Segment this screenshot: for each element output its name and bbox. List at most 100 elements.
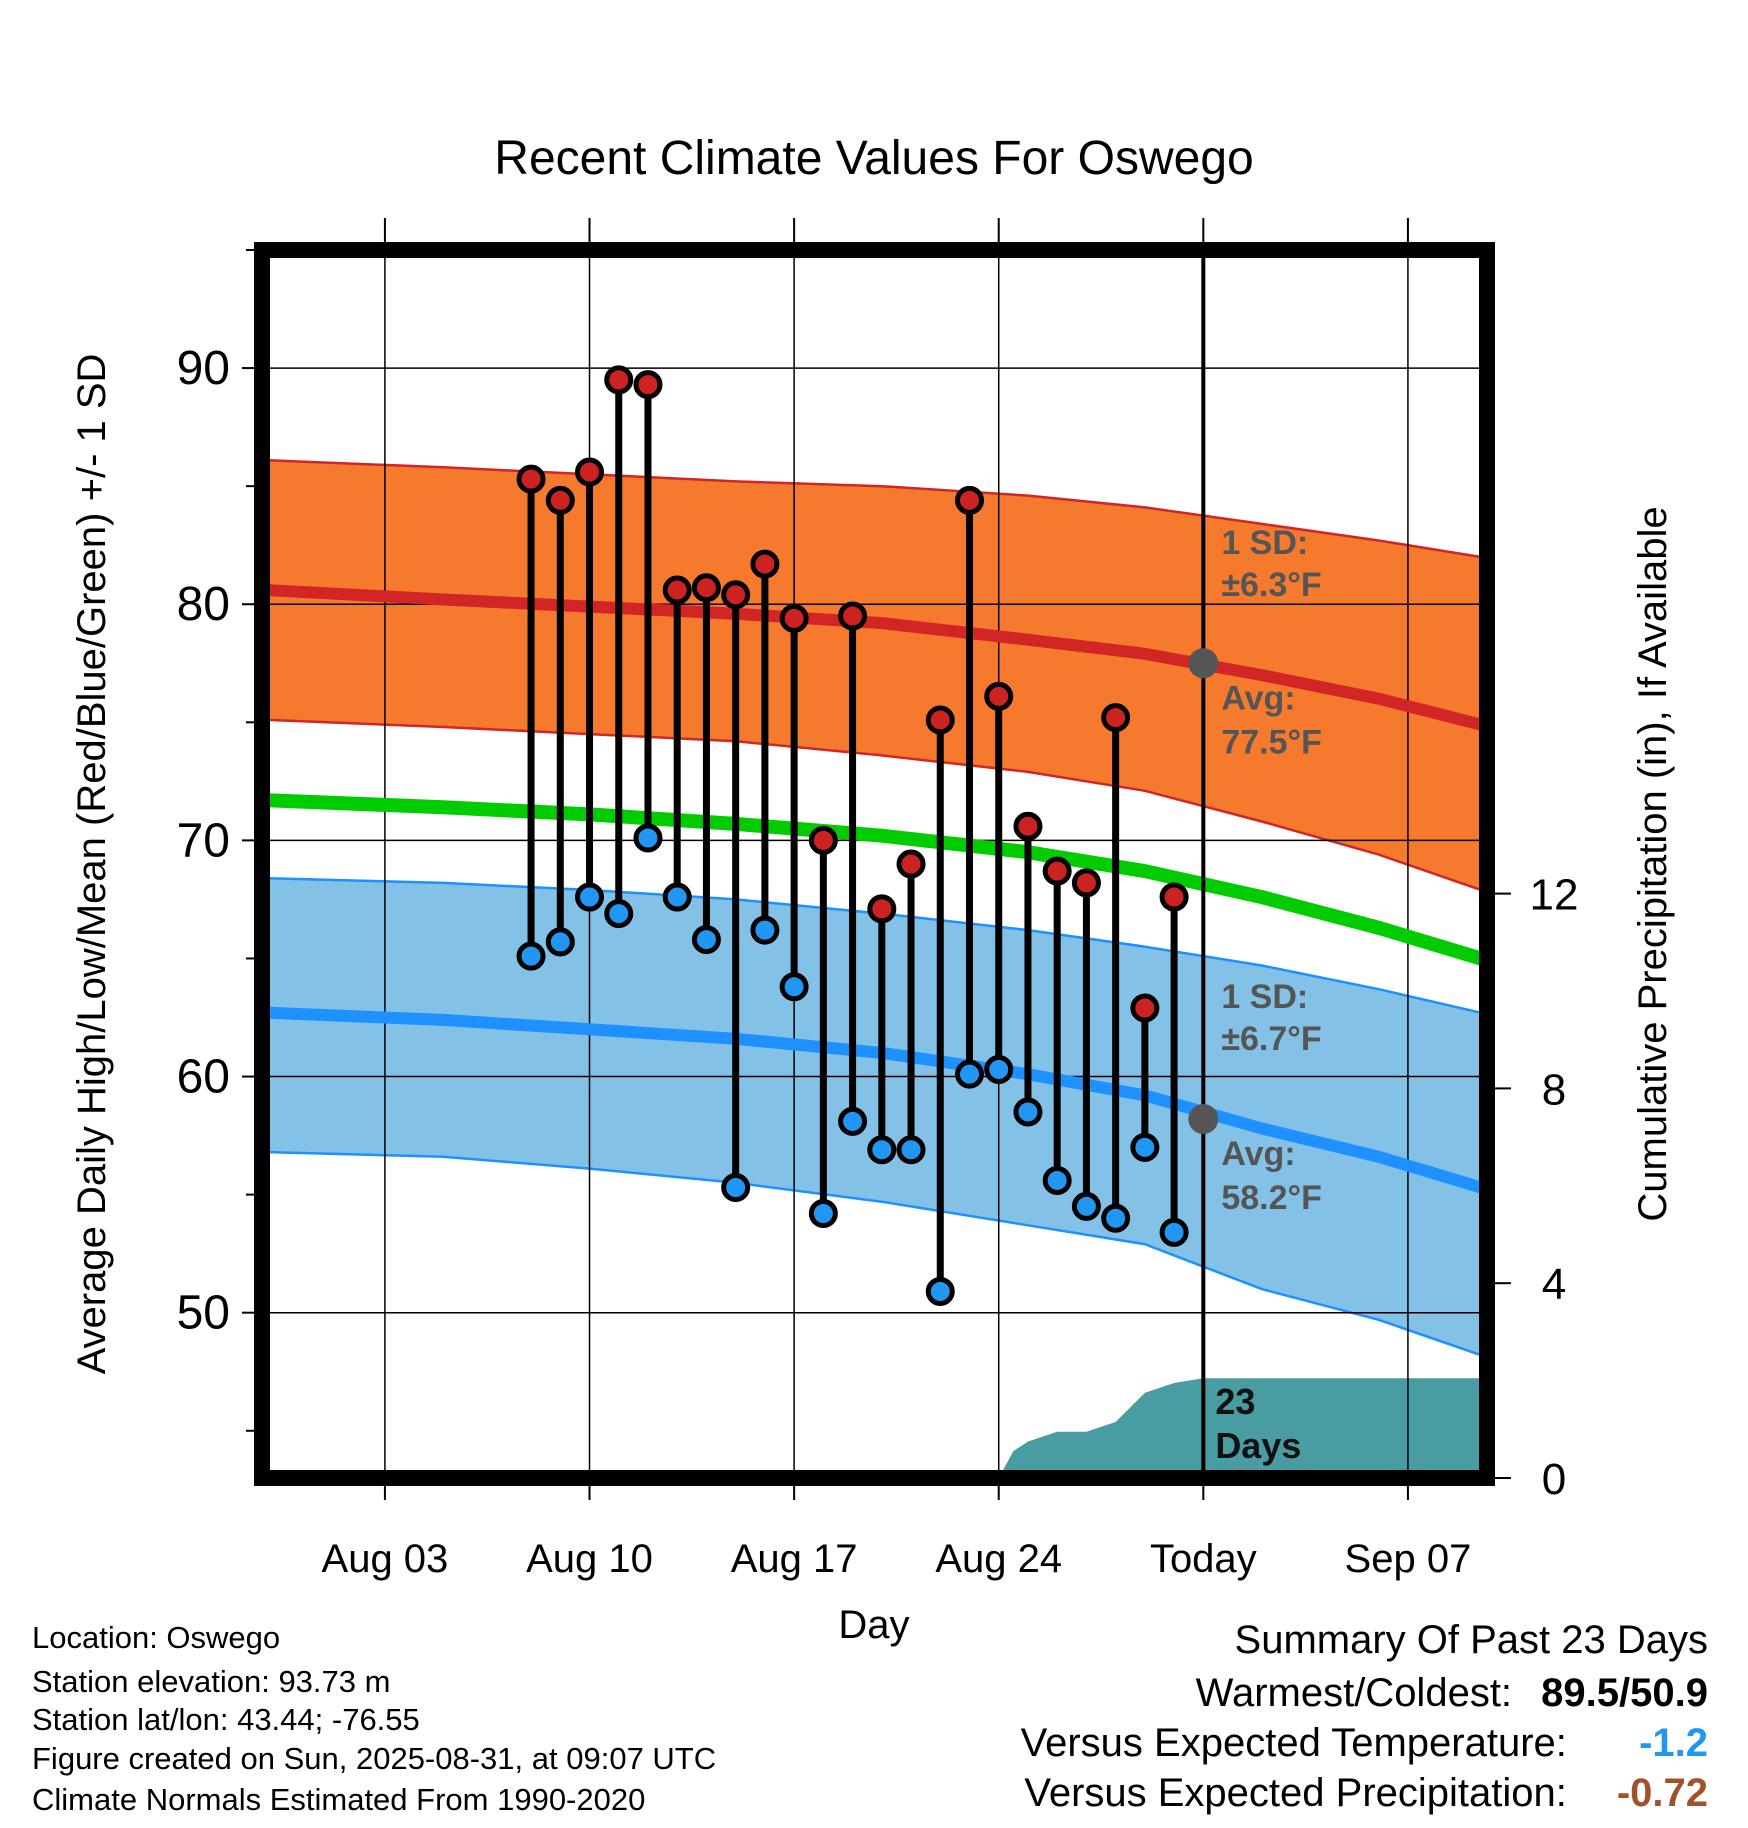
obs-high-point-8 (750, 549, 780, 579)
normal-marker-0 (1188, 648, 1219, 679)
x-tick-label-4: Today (1150, 1537, 1257, 1581)
obs-high-point-0 (516, 464, 546, 494)
summary-temp-label: Versus Expected Temperature: (1020, 1721, 1567, 1765)
chart-title: Recent Climate Values For Oswego (494, 132, 1253, 185)
obs-low-point-6 (691, 925, 721, 955)
summary-warmest-label: Warmest/Coldest: (1195, 1671, 1513, 1715)
summary-temp-value: -1.2 (1639, 1721, 1708, 1765)
info-normals: Climate Normals Estimated From 1990-2020 (32, 1782, 646, 1817)
x-tick-label-3: Aug 24 (935, 1537, 1062, 1581)
obs-low-point-11 (838, 1106, 868, 1136)
mean-normal-line (268, 793, 1481, 966)
plot-area (268, 250, 1481, 1478)
obs-high-point-18 (1042, 856, 1072, 886)
obs-low-point-4 (633, 823, 663, 853)
obs-low-point-18 (1042, 1165, 1072, 1195)
obs-low-point-17 (1013, 1097, 1043, 1127)
y2-tick-label-0: 0 (1542, 1455, 1566, 1504)
y-tick-label-50: 50 (177, 1287, 230, 1340)
obs-low-point-1 (545, 927, 575, 957)
obs-high-point-2 (575, 457, 605, 487)
obs-low-point-10 (808, 1199, 838, 1229)
obs-low-point-20 (1101, 1203, 1131, 1233)
obs-high-point-6 (691, 573, 721, 603)
obs-high-point-13 (896, 849, 926, 879)
summary-precip-value: -0.72 (1616, 1771, 1708, 1815)
summary-precipitation: Versus Expected Precipitation: -0.72 (1024, 1771, 1708, 1816)
obs-high-point-14 (925, 705, 955, 735)
info-latlon: Station lat/lon: 43.44; -76.55 (32, 1702, 420, 1737)
y2-tick-label-4: 4 (1542, 1260, 1566, 1309)
obs-low-point-7 (721, 1173, 751, 1203)
obs-high-point-19 (1071, 868, 1101, 898)
obs-low-point-21 (1130, 1132, 1160, 1162)
normal-marker-label-1-line1: Avg: (1221, 1135, 1295, 1173)
obs-high-point-3 (604, 365, 634, 395)
summary-warmest-value: 89.5/50.9 (1541, 1671, 1708, 1715)
obs-high-point-15 (954, 485, 984, 515)
x-axis-title: Day (838, 1603, 909, 1647)
obs-high-point-22 (1159, 882, 1189, 912)
obs-high-point-10 (808, 825, 838, 855)
low-sd-label-line1: 1 SD: (1221, 978, 1308, 1016)
x-tick-label-5: Sep 07 (1345, 1537, 1472, 1581)
obs-low-point-13 (896, 1135, 926, 1165)
summary-title: Summary Of Past 23 Days (1235, 1618, 1708, 1663)
x-tick-label-1: Aug 10 (526, 1537, 653, 1581)
obs-high-point-11 (838, 601, 868, 631)
obs-low-point-9 (779, 972, 809, 1002)
low-band-lower-edge (268, 1150, 1481, 1357)
obs-high-point-21 (1130, 993, 1160, 1023)
obs-low-point-16 (984, 1054, 1014, 1084)
high-sd-band (268, 460, 1481, 890)
obs-high-point-17 (1013, 811, 1043, 841)
obs-high-point-20 (1101, 703, 1131, 733)
summary-precip-label: Versus Expected Precipitation: (1024, 1771, 1567, 1815)
normal-marker-label-1-line2: 58.2°F (1221, 1179, 1322, 1217)
normal-marker-1 (1188, 1104, 1219, 1135)
y-tick-label-60: 60 (177, 1051, 230, 1104)
obs-low-point-22 (1159, 1217, 1189, 1247)
obs-low-point-14 (925, 1276, 955, 1306)
plot-frame (254, 242, 1495, 1486)
obs-low-point-0 (516, 941, 546, 971)
low-normal-line (268, 1006, 1481, 1194)
y-tick-label-90: 90 (177, 342, 230, 395)
normal-marker-label-0-line2: 77.5°F (1221, 723, 1322, 761)
obs-low-point-2 (575, 882, 605, 912)
days-label-line1: 23 (1215, 1381, 1255, 1422)
obs-high-point-5 (662, 575, 692, 605)
summary-warmest: Warmest/Coldest: 89.5/50.9 (1196, 1671, 1708, 1716)
obs-low-point-3 (604, 899, 634, 929)
low-band-upper-edge (268, 876, 1481, 1015)
high-band-lower-edge (268, 718, 1481, 892)
days-label-line2: Days (1215, 1425, 1301, 1466)
summary-temperature: Versus Expected Temperature: -1.2 (1021, 1721, 1708, 1766)
high-normal-line (268, 584, 1481, 731)
normal-marker-label-0-line1: Avg: (1221, 679, 1295, 717)
y-axis-title: Average Daily High/Low/Mean (Red/Blue/Gr… (70, 354, 114, 1375)
obs-low-point-15 (954, 1059, 984, 1089)
y2-tick-label-12: 12 (1530, 871, 1579, 920)
high-sd-label-line2: ±6.3°F (1221, 566, 1321, 604)
y2-tick-label-8: 8 (1542, 1065, 1566, 1114)
high-band-upper-edge (268, 458, 1481, 559)
y2-axis-title: Cumulative Precipitation (in), If Availa… (1631, 506, 1675, 1221)
obs-low-point-5 (662, 882, 692, 912)
precip-area (998, 1378, 1481, 1478)
low-sd-label-line2: ±6.7°F (1221, 1020, 1321, 1058)
y-tick-label-70: 70 (177, 814, 230, 867)
obs-high-point-1 (545, 485, 575, 515)
summary-title-text: Summary Of Past 23 Days (1234, 1618, 1708, 1662)
x-tick-label-0: Aug 03 (322, 1537, 449, 1581)
obs-low-point-8 (750, 915, 780, 945)
obs-high-point-7 (721, 580, 751, 610)
low-sd-band (268, 878, 1481, 1356)
info-location: Location: Oswego (32, 1620, 281, 1655)
high-sd-label-line1: 1 SD: (1221, 524, 1308, 562)
info-created: Figure created on Sun, 2025-08-31, at 09… (32, 1741, 717, 1776)
obs-high-point-9 (779, 603, 809, 633)
y-tick-label-80: 80 (177, 578, 230, 631)
x-tick-label-2: Aug 17 (731, 1537, 858, 1581)
